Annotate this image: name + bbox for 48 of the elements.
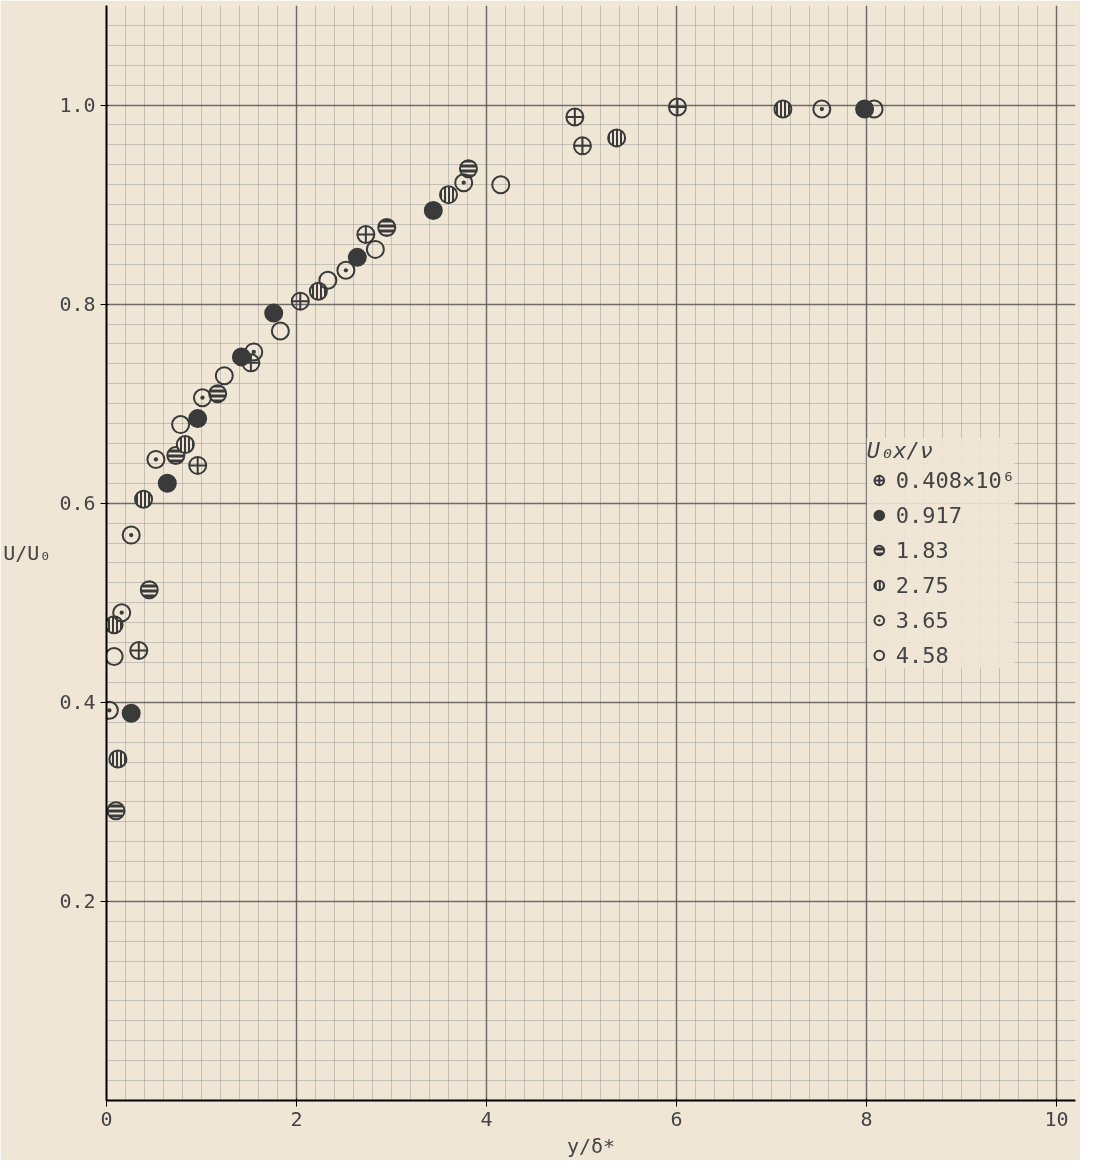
x-tick-label: 0 [100,1106,113,1131]
point [241,353,261,373]
legend-label: 2.75 [895,572,949,598]
point [491,175,511,195]
x-axis-title: y/δ* [566,1133,616,1158]
point [667,97,687,117]
legend-label: 0.917 [895,502,963,528]
legend-label: 4.58 [895,642,949,668]
point [347,247,367,267]
y-tick-label: 0.8 [59,292,96,317]
point [121,525,141,545]
x-tick-label: 6 [670,1106,683,1131]
point [270,321,290,341]
point [106,647,124,667]
point [264,303,284,323]
y-tick-label: 0.2 [59,889,96,914]
point [214,366,234,386]
point [188,455,208,475]
point [423,201,443,221]
x-tick-label: 2 [290,1106,303,1131]
point [565,107,585,127]
y-tick-label: 0.6 [59,491,96,516]
point [157,473,177,493]
legend-label: 3.65 [895,607,949,633]
legend-label: 0.408×10⁶ [895,467,1015,493]
point [146,449,166,469]
point [192,388,212,408]
x-tick-label: 8 [860,1106,873,1131]
point [121,703,141,723]
point [336,260,356,280]
legend-title: U₀x/ν [866,437,934,463]
point [572,136,592,156]
legend-label: 1.83 [895,537,949,563]
point [812,99,832,119]
y-axis-title: U/U₀ [3,541,52,565]
point [356,224,376,244]
point [129,641,149,661]
point [454,173,474,193]
x-tick-label: 10 [1044,1106,1069,1131]
point [318,270,338,290]
point [365,239,385,259]
point [112,603,132,623]
point [171,415,191,435]
x-tick-label: 4 [480,1106,493,1131]
point [188,409,208,429]
point [290,291,310,311]
y-tick-label: 0.4 [59,690,96,715]
y-tick-label: 1.0 [59,93,96,118]
